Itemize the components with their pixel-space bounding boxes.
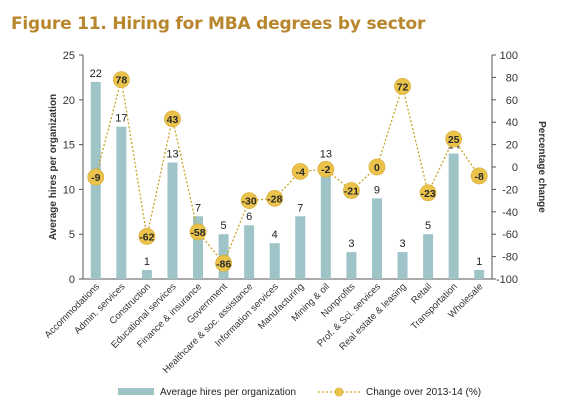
left-axis-tick-label: 20 xyxy=(63,95,75,107)
line-point-label: 43 xyxy=(167,114,179,126)
legend-bar-swatch xyxy=(118,388,154,395)
line-point-label: -86 xyxy=(216,258,231,270)
bar xyxy=(474,270,485,279)
line-point-label: -62 xyxy=(139,231,154,243)
line-point-label: -2 xyxy=(321,164,330,176)
chart-title: Figure 11. Hiring for MBA degrees by sec… xyxy=(11,14,426,34)
bar xyxy=(346,252,357,279)
legend-bar-label: Average hires per organization xyxy=(160,387,296,398)
line-point xyxy=(445,130,463,148)
line-point-label: -28 xyxy=(267,193,282,205)
line-point xyxy=(343,182,360,199)
line-point-label: 78 xyxy=(116,75,128,87)
line-point xyxy=(419,184,437,202)
bar-value-label: 1 xyxy=(144,256,150,268)
bar xyxy=(423,234,434,279)
bar-value-label: 7 xyxy=(297,202,303,214)
right-axis-title: Percentage change xyxy=(536,121,547,213)
bar-value-label: 6 xyxy=(246,211,252,223)
bar xyxy=(448,153,459,279)
bar-value-label: 9 xyxy=(374,184,380,196)
line-point xyxy=(138,228,156,245)
legend-line-marker xyxy=(334,387,344,397)
left-axis-tick-label: 5 xyxy=(69,229,75,241)
bar xyxy=(141,270,152,279)
bar xyxy=(116,126,127,280)
line-point-label: -8 xyxy=(475,171,484,183)
bar-value-label: 13 xyxy=(166,149,178,161)
bar-value-label: 22 xyxy=(90,68,102,80)
line-point-label: -9 xyxy=(91,172,100,184)
right-axis-tick-label: -20 xyxy=(502,184,518,196)
line-point xyxy=(240,192,258,210)
bar-value-label: 5 xyxy=(425,220,431,232)
line-point xyxy=(215,254,232,272)
right-axis-tick-label: -80 xyxy=(502,252,518,264)
bar-value-label: 5 xyxy=(221,220,227,232)
bar-value-label: 3 xyxy=(348,238,354,250)
bar xyxy=(397,252,408,279)
left-axis-tick-label: 10 xyxy=(63,184,75,196)
bar xyxy=(193,216,204,279)
line-point xyxy=(87,168,105,186)
line-point xyxy=(470,167,488,185)
line-point xyxy=(317,160,335,178)
line-point-label: -4 xyxy=(296,166,305,178)
line-point xyxy=(291,163,309,180)
bar-value-label: 3 xyxy=(399,238,405,250)
left-axis-title: Average hires per organization xyxy=(48,94,59,240)
bar-value-label: 17 xyxy=(115,113,127,125)
change-series-line xyxy=(95,79,480,265)
line-point-label: 72 xyxy=(397,81,409,93)
left-axis-tick-label: 0 xyxy=(69,274,75,286)
legend-line-label: Change over 2013-14 (%) xyxy=(366,387,481,398)
bar-value-label: 7 xyxy=(195,202,201,214)
right-axis-tick-label: 40 xyxy=(506,117,518,129)
right-axis-tick-label: 0 xyxy=(512,162,518,174)
bar-value-label: 4 xyxy=(272,229,278,241)
line-point-label: -21 xyxy=(344,186,359,198)
line-point xyxy=(164,110,181,128)
line-point-label: -23 xyxy=(421,188,436,200)
left-axis-tick-label: 25 xyxy=(63,50,75,62)
left-axis-tick-label: 15 xyxy=(63,140,75,152)
line-point xyxy=(189,223,207,241)
bar xyxy=(371,198,382,279)
line-point-label: 25 xyxy=(448,134,460,146)
bar xyxy=(167,162,178,279)
right-axis-tick-label: 60 xyxy=(506,95,518,107)
line-point xyxy=(266,189,284,207)
right-axis-tick-label: 80 xyxy=(506,72,518,84)
line-point-label: -58 xyxy=(190,227,205,239)
bar-value-label: 13 xyxy=(320,149,332,161)
bar xyxy=(269,243,280,279)
bar xyxy=(320,162,331,279)
right-axis-tick-label: 100 xyxy=(500,50,518,62)
line-point xyxy=(368,158,386,176)
right-axis-tick-label: 20 xyxy=(506,140,518,152)
right-axis-tick-label: -100 xyxy=(496,274,518,286)
bar-value-label: 1 xyxy=(476,256,482,268)
line-point xyxy=(394,77,411,95)
right-axis-tick-label: -60 xyxy=(502,229,518,241)
line-point xyxy=(112,71,130,89)
line-point-label: -30 xyxy=(242,196,257,208)
right-axis-tick-label: -40 xyxy=(502,207,518,219)
line-point-label: 0 xyxy=(374,162,380,174)
bar xyxy=(244,225,255,279)
bar xyxy=(295,216,306,279)
